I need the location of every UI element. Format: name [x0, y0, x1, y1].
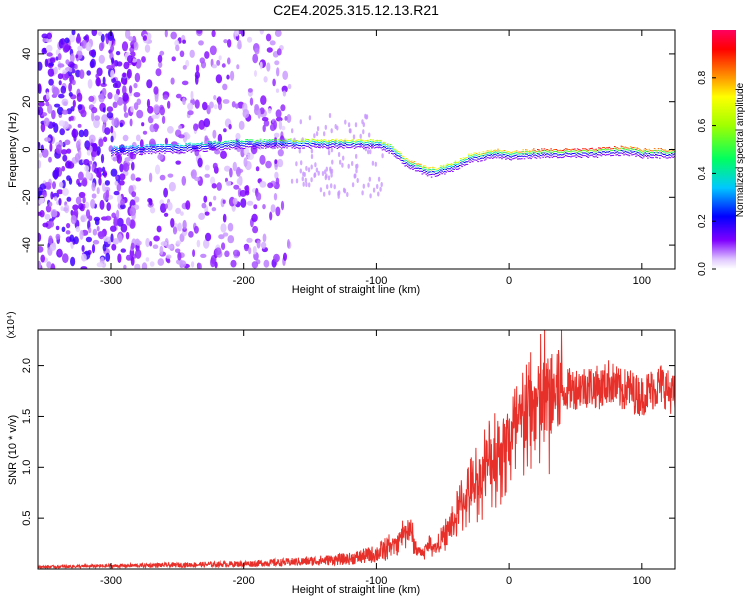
snr-x-tick-label: 0 — [506, 575, 512, 587]
spectrogram-y-tick-label: 40 — [21, 48, 33, 60]
colorbar-tick-label: 0.0 — [697, 262, 708, 276]
snr-y-tick-label: 2.0 — [21, 358, 33, 373]
spectrogram-y-ticks: -40 -20 0 20 40 — [21, 48, 675, 253]
snr-frame — [37, 329, 676, 570]
colorbar-gradient — [712, 30, 736, 269]
snr-x-tick-label: 100 — [633, 575, 651, 587]
spectrogram-y-tick-label: 0 — [21, 146, 33, 152]
spectrogram-x-tick-label: 100 — [633, 275, 651, 287]
snr-y-tick-label: 0.5 — [21, 511, 33, 526]
snr-y-tick-label: 1.5 — [21, 409, 33, 424]
snr-series-line — [38, 330, 675, 569]
colorbar-tick-label: 0.8 — [697, 70, 708, 84]
snr-multiplier: (x10⁴) — [6, 311, 17, 338]
colorbar-label: Normalized spectral amplitude — [735, 82, 746, 217]
colorbar-ticks: 0.0 0.2 0.4 0.6 0.8 — [697, 70, 716, 276]
colorbar-tick-label: 0.2 — [697, 214, 708, 228]
spectrogram-x-ticks: -300 -200 -100 0 100 — [100, 30, 651, 287]
snr-panel: -300 -200 -100 0 100 0.5 1.0 1.5 2.0 Height of … — [6, 311, 676, 596]
spectrogram-x-tick-label: -200 — [233, 275, 255, 287]
snr-y-label: SNR (10 * v/v) — [7, 415, 19, 485]
colorbar: 0.0 0.2 0.4 0.6 0.8 Normalized spectral ampl… — [697, 30, 746, 276]
snr-x-tick-label: -100 — [365, 575, 387, 587]
spectrogram-y-label: Frequency (Hz) — [7, 112, 19, 188]
spectrogram-plot-area — [38, 30, 675, 269]
snr-x-ticks: -300 -200 -100 0 100 — [100, 330, 651, 587]
spectrogram-x-tick-label: -100 — [365, 275, 387, 287]
colorbar-tick-label: 0.6 — [697, 118, 708, 132]
spectrogram-x-tick-label: -300 — [100, 275, 122, 287]
snr-x-tick-label: -200 — [233, 575, 255, 587]
snr-x-label: Height of straight line (km) — [292, 584, 420, 596]
snr-x-tick-label: -300 — [100, 575, 122, 587]
snr-y-tick-label: 1.0 — [21, 460, 33, 475]
snr-y-ticks: 0.5 1.0 1.5 2.0 — [21, 358, 675, 526]
spectrogram-y-tick-label: 20 — [21, 96, 33, 108]
spectrogram-x-tick-label: 0 — [506, 275, 512, 287]
snr-plot-area — [38, 330, 675, 569]
spectrogram-x-label: Height of straight line (km) — [292, 284, 420, 296]
colorbar-tick-label: 0.4 — [697, 166, 708, 180]
chart-title: C2E4.2025.315.12.13.R21 — [273, 2, 439, 18]
spectrogram-y-tick-label: -20 — [21, 189, 33, 205]
spectrogram-y-tick-label: -40 — [21, 237, 33, 253]
